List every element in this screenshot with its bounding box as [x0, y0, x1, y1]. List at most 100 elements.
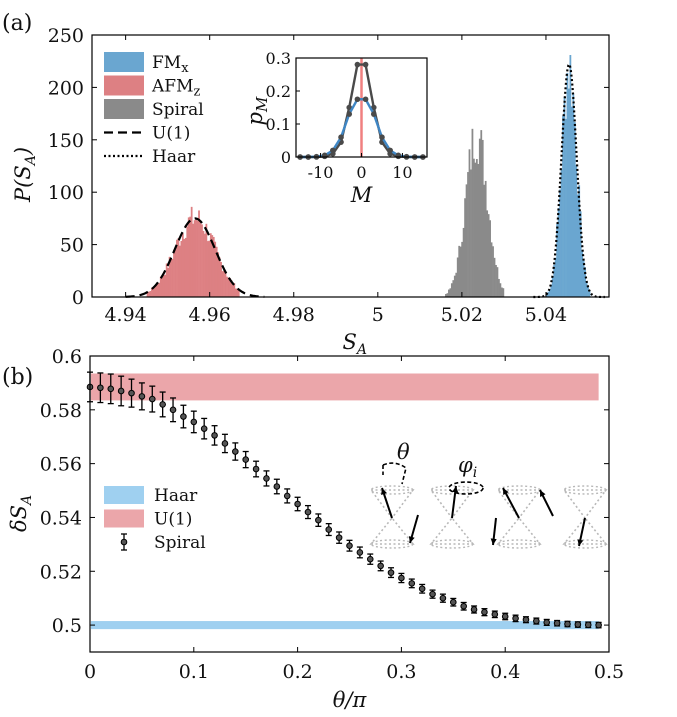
x-axis-label-a-sub: A — [355, 342, 367, 358]
y-tick-label-a: 50 — [60, 235, 84, 257]
legend-label-a: FMx — [152, 53, 189, 76]
hist-bar-AFM_z — [208, 240, 211, 297]
spin-arrowhead — [577, 539, 584, 546]
data-point-spiral — [117, 387, 125, 395]
hist-bar-AFM_z — [218, 257, 221, 297]
data-point-spiral — [564, 620, 571, 628]
hist-bar-FM_x — [569, 55, 572, 297]
spin-cone-rim — [430, 485, 474, 495]
y-tick-label-a: 150 — [48, 130, 84, 152]
inset-point-dark — [370, 104, 377, 111]
spin-arrowhead — [381, 488, 387, 495]
spin-arrowhead — [452, 486, 459, 493]
data-point-spiral — [584, 621, 592, 629]
hist-bar-AFM_z — [217, 252, 220, 297]
hist-bar-FM_x — [547, 291, 550, 297]
inset-point-blue — [330, 147, 336, 154]
data-point-spiral — [335, 534, 343, 541]
data-point-spiral — [159, 401, 166, 408]
hist-bar-AFM_z — [220, 261, 222, 297]
spin-cone — [429, 489, 475, 545]
data-point-spiral — [138, 393, 146, 400]
hist-bar-FM_x — [582, 260, 585, 297]
hist-bar-FM_x — [550, 284, 553, 297]
data-point-spiral — [470, 606, 478, 613]
hist-bar-AFM_z — [181, 232, 184, 297]
data-point-spiral — [180, 413, 187, 420]
legend-label-b: U(1) — [154, 510, 192, 530]
y-tick-label-a: 250 — [48, 25, 84, 47]
data-point-spiral — [315, 516, 322, 524]
hist-bar-Spiral — [456, 257, 459, 297]
phi-rotation — [448, 481, 484, 495]
data-point-spiral — [522, 616, 530, 624]
x-axis-label-a: SA — [343, 330, 368, 358]
y-tick-label-b: 0.5 — [52, 615, 82, 637]
hist-bar-AFM_z — [231, 284, 234, 297]
x-tick-label-b: 0.4 — [490, 661, 520, 683]
data-point-spiral — [294, 500, 301, 508]
inset-y-tick-label: 0.3 — [266, 49, 291, 68]
data-point-spiral — [283, 492, 291, 500]
data-point-spiral — [304, 508, 312, 516]
legend-swatch-b — [104, 486, 144, 504]
hist-bar-Spiral — [481, 139, 484, 297]
y-axis-label-a: P(SA) — [11, 147, 39, 203]
hist-bar-Spiral — [446, 293, 449, 297]
hist-bar-Spiral — [500, 287, 503, 297]
data-point-spiral — [574, 621, 582, 628]
hist-bar-Spiral — [475, 159, 478, 297]
hist-bar-AFM_z — [183, 238, 186, 297]
inset-x-tick-label: -10 — [308, 163, 334, 182]
inset-point-dark — [346, 104, 353, 111]
spin-cone-rim — [497, 539, 541, 549]
hist-bar-Spiral — [490, 242, 493, 297]
hist-bar-AFM_z — [236, 288, 239, 297]
hist-bar-Spiral — [448, 289, 450, 297]
inset-point-dark — [362, 61, 369, 68]
hist-bar-Spiral — [502, 288, 505, 297]
spin-arrowhead — [540, 490, 546, 497]
x-tick-label-b: 0.2 — [282, 661, 312, 683]
data-point-spiral — [356, 549, 364, 556]
hist-bar-Spiral — [495, 264, 497, 297]
hist-bar-AFM_z — [177, 238, 180, 297]
hist-bar-Spiral — [487, 214, 490, 297]
inset-y-tick-label: 0.2 — [266, 82, 291, 101]
hist-bar-AFM_z — [224, 272, 227, 297]
hist-bar-Spiral — [471, 128, 474, 297]
inset-y-tick-label: 0.1 — [266, 115, 291, 134]
y-axis-label-a-sub: A — [23, 155, 39, 167]
legend-swatch-a — [104, 99, 144, 119]
data-point-spiral — [543, 619, 551, 626]
hist-bar-Spiral — [478, 138, 481, 297]
hist-bar-AFM_z — [206, 241, 209, 297]
hist-bar-FM_x — [578, 185, 581, 297]
hist-bar-FM_x — [573, 121, 576, 297]
hist-bar-AFM_z — [237, 289, 240, 297]
panel-a-chart: 4.94 4.96 4.98 5 5.02 5.04050100150200250SAP(… — [11, 25, 610, 358]
spin-cone-rim — [430, 539, 474, 549]
y-tick-label-a: 0 — [72, 287, 84, 309]
hist-bar-AFM_z — [221, 271, 224, 297]
inset-point-dark — [354, 61, 361, 68]
hist-bar-Spiral — [468, 149, 471, 297]
hist-bar-FM_x — [560, 169, 563, 297]
axes-frame-b — [89, 355, 610, 653]
legend-swatch-b — [104, 509, 144, 528]
x-tick-label-a: 5 — [372, 304, 384, 326]
hist-bar-AFM_z — [173, 249, 175, 297]
spin-cone-rim — [370, 485, 414, 495]
hist-bar-AFM_z — [151, 287, 153, 297]
hist-bar-AFM_z — [174, 249, 177, 297]
data-point-spiral — [366, 555, 374, 563]
data-point-spiral — [429, 590, 436, 598]
data-point-spiral — [211, 432, 218, 439]
inset-y-tick-label: 0 — [281, 148, 291, 167]
hist-bar-AFM_z — [171, 259, 174, 297]
hist-bar-Spiral — [470, 169, 472, 297]
hist-bar-FM_x — [563, 96, 566, 298]
legend-label-b: Spiral — [154, 533, 206, 553]
spin-cone — [496, 489, 542, 545]
hist-bar-FM_x — [557, 208, 560, 297]
